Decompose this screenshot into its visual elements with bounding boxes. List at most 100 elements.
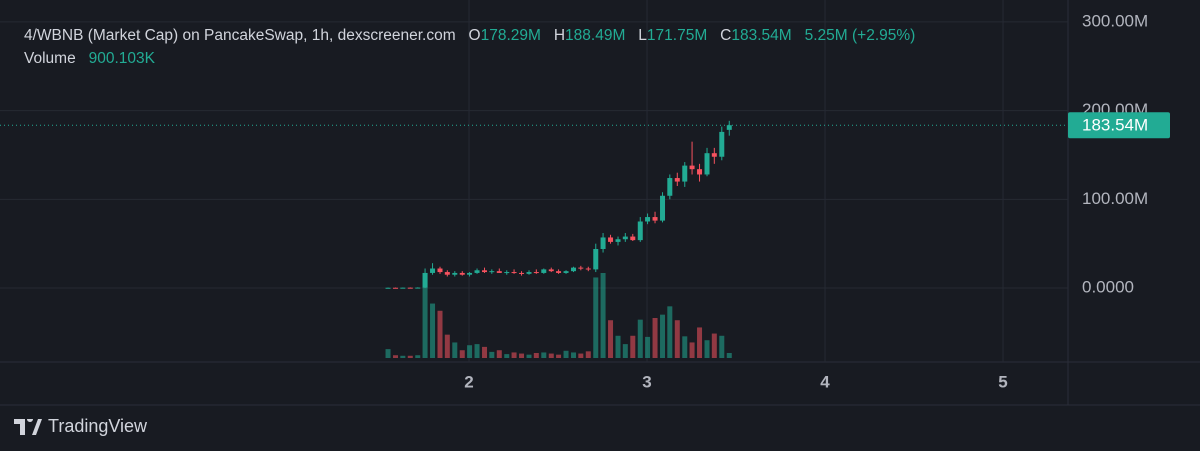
volume-bar — [682, 336, 688, 358]
volume-bar — [593, 277, 599, 358]
candle-body — [548, 269, 554, 272]
high-label: H — [553, 27, 566, 44]
volume-value: 900.103K — [88, 50, 155, 67]
candle-body — [637, 221, 643, 241]
logo — [14, 418, 42, 435]
candle-body — [593, 248, 599, 270]
y-tick-label: 0.0000 — [1082, 278, 1134, 297]
volume-bar — [726, 352, 732, 358]
candle-body — [504, 272, 510, 274]
volume-bar — [474, 344, 480, 358]
volume-bar — [689, 342, 695, 358]
volume-bar — [667, 306, 673, 358]
candle-body — [385, 287, 391, 289]
volume-bar — [585, 351, 591, 358]
volume-bar — [526, 354, 532, 358]
volume-bar — [415, 355, 421, 358]
volume-bar — [563, 350, 569, 358]
candle-body — [719, 131, 725, 157]
last-price-label: 183.54M — [1082, 116, 1148, 135]
candle-body — [407, 287, 413, 289]
volume-bar — [556, 354, 562, 358]
volume-bar — [615, 335, 621, 358]
volume-bar — [489, 351, 495, 358]
volume-bar — [467, 345, 473, 358]
candle-body — [615, 239, 621, 242]
volume-bar — [578, 353, 584, 358]
candle-body — [667, 178, 673, 196]
volume-bar — [519, 353, 525, 358]
legend: 4/WBNB (Market Cap) on PancakeSwap, 1h, … — [24, 24, 915, 70]
volume-bar — [719, 335, 725, 358]
candle-body — [459, 272, 465, 275]
candle-body — [726, 125, 732, 130]
volume-bar — [385, 349, 391, 358]
high-value: 188.49M — [565, 27, 626, 44]
volume-bar — [430, 303, 436, 358]
volume-bar — [608, 320, 614, 358]
volume-label: Volume — [24, 50, 76, 67]
volume-bar — [541, 352, 547, 358]
change-value: 5.25M (+2.95%) — [804, 27, 916, 44]
candle-body — [489, 271, 495, 273]
volume-bar — [452, 342, 458, 358]
close-label: C — [720, 27, 732, 44]
candle-body — [437, 268, 443, 273]
candle-body — [430, 268, 436, 273]
candle-body — [600, 237, 606, 249]
candle-body — [645, 217, 651, 222]
x-tick-label: 5 — [998, 372, 1007, 391]
volume-bar — [459, 350, 465, 358]
volume-bar — [622, 344, 628, 358]
candle-body — [585, 268, 591, 270]
volume-bar — [571, 352, 577, 358]
candle-body — [704, 153, 710, 175]
candle-body — [422, 272, 428, 288]
volume-bar — [711, 333, 717, 358]
volume-bar — [482, 346, 488, 358]
candle-body — [711, 153, 717, 157]
x-tick-label: 4 — [820, 372, 830, 391]
candle-body — [608, 237, 614, 242]
volume-bar — [600, 273, 606, 358]
volume-bar — [422, 273, 428, 358]
volume-bar — [548, 353, 554, 358]
candle-body — [511, 272, 517, 274]
candle-body — [400, 287, 406, 289]
candle-body — [689, 165, 695, 170]
candle-body — [571, 267, 577, 272]
candle-body — [526, 272, 532, 274]
x-tick-label: 3 — [642, 372, 651, 391]
candle-body — [452, 272, 458, 275]
watermark-text: TradingView — [48, 416, 148, 436]
candle-body — [533, 272, 539, 274]
volume-bar — [697, 327, 703, 358]
candle-body — [496, 271, 502, 273]
candle-body — [519, 272, 525, 274]
candle-body — [674, 178, 680, 182]
volume-bar — [504, 354, 510, 358]
low-value: 171.75M — [646, 27, 708, 44]
candle-body — [467, 272, 473, 275]
volume-bar — [652, 318, 658, 358]
candle-body — [630, 236, 636, 241]
close-value: 183.54M — [731, 27, 792, 44]
volume-bar — [393, 355, 399, 358]
candle-body — [415, 287, 421, 289]
y-tick-label: 100.00M — [1082, 189, 1148, 208]
candle-body — [578, 267, 584, 269]
volume-bar — [704, 340, 710, 358]
volume-bar — [630, 335, 636, 358]
candle-body — [697, 169, 703, 175]
watermark: TradingView — [14, 416, 147, 437]
candle-body — [482, 270, 488, 273]
y-tick-label: 300.00M — [1082, 11, 1148, 30]
ohlc-row: 4/WBNB (Market Cap) on PancakeSwap, 1h, … — [24, 24, 915, 47]
candle-body — [393, 287, 399, 289]
volume-bar — [407, 355, 413, 358]
candle-body — [622, 236, 628, 240]
volume-bar — [660, 314, 666, 358]
candle-body — [541, 269, 547, 273]
volume-bar — [533, 353, 539, 358]
